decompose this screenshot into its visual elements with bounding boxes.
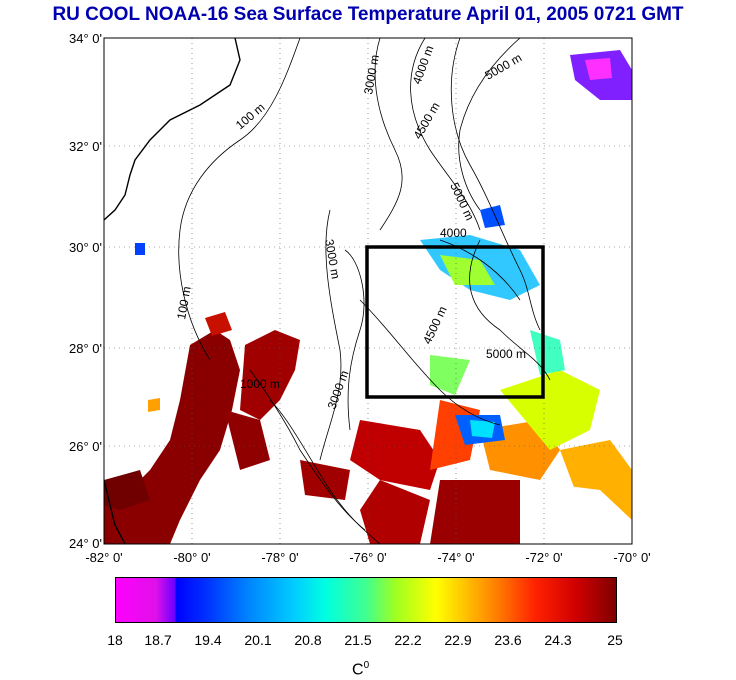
- lon-label: -82° 0': [85, 550, 123, 565]
- lon-label: -72° 0': [525, 550, 563, 565]
- contour-label: 5000 m: [483, 50, 525, 82]
- colorbar-tick: 25: [607, 632, 623, 648]
- colorbar-tick: 24.3: [544, 632, 572, 648]
- colorbar-tick: 23.6: [494, 632, 522, 648]
- colorbar-tick: 20.1: [244, 632, 272, 648]
- contour-label: 5000 m: [486, 347, 526, 361]
- contour-label: 100 m: [233, 100, 268, 132]
- bathymetry-contours: [178, 38, 551, 544]
- contour-label: 1000 m: [240, 377, 280, 391]
- contour-label: 100 m: [174, 285, 194, 320]
- colorbar-tick: 20.8: [294, 632, 322, 648]
- lon-label: -74° 0': [437, 550, 475, 565]
- colorbar-tick: 21.5: [344, 632, 372, 648]
- colorbar-tick: 22.2: [394, 632, 422, 648]
- map-frame: [103, 37, 633, 545]
- lat-label: 34° 0': [69, 31, 102, 46]
- study-area-box: [365, 245, 545, 399]
- contour-label: 3000 m: [322, 238, 343, 280]
- temperature-colorbar: [115, 577, 617, 623]
- colorbar-tick: 22.9: [444, 632, 472, 648]
- lon-label: -80° 0': [173, 550, 211, 565]
- lat-label: 28° 0': [69, 341, 102, 356]
- contour-label: 4000: [440, 226, 467, 240]
- lat-label: 32° 0': [69, 139, 102, 154]
- coastline: [104, 38, 241, 221]
- lon-label: -70° 0': [613, 550, 651, 565]
- lon-label: -78° 0': [261, 550, 299, 565]
- lat-label: 30° 0': [69, 240, 102, 255]
- map-title: RU COOL NOAA-16 Sea Surface Temperature …: [52, 4, 684, 25]
- contour-label: 3000 m: [361, 54, 382, 96]
- contour-label: 4500 m: [410, 100, 442, 142]
- colorbar-unit: C0: [352, 660, 370, 679]
- contour-label: 5000 m: [447, 180, 477, 222]
- sst-cool-region: [135, 50, 632, 445]
- lat-label: 24° 0': [69, 536, 102, 551]
- lon-label: -76° 0': [349, 550, 387, 565]
- colorbar-tick: 18: [107, 632, 123, 648]
- colorbar-tick: 19.4: [194, 632, 222, 648]
- lat-label: 26° 0': [69, 439, 102, 454]
- contour-label: 3000 m: [325, 369, 352, 411]
- contour-label: 4500 m: [420, 304, 450, 346]
- colorbar-tick: 18.7: [144, 632, 172, 648]
